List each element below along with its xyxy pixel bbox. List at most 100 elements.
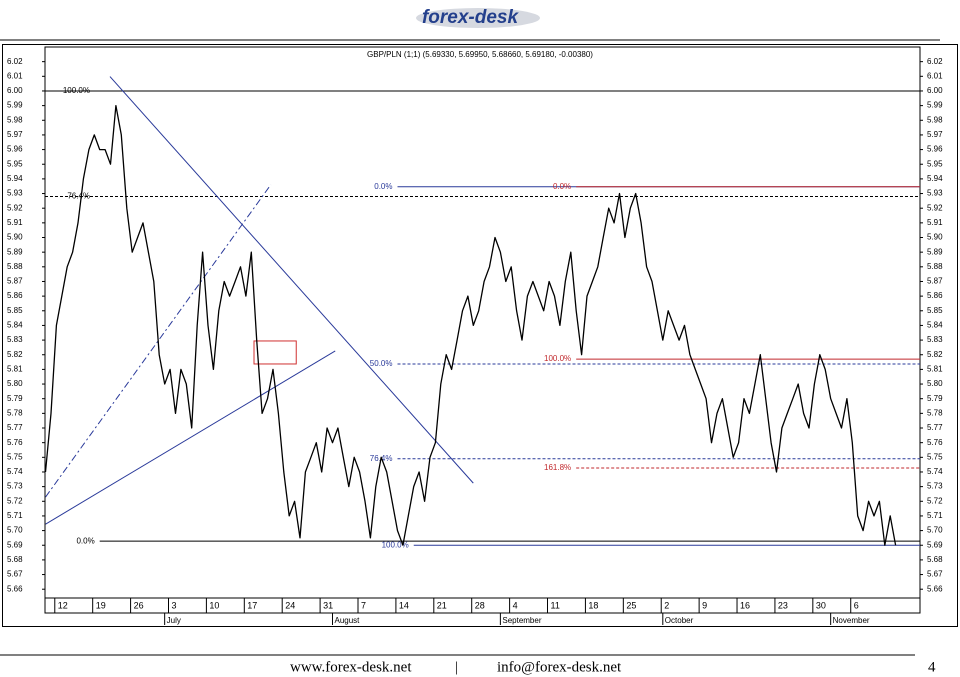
x-tick-label: 3 — [171, 600, 176, 610]
y2-tick-label: 5.99 — [927, 101, 943, 110]
month-label: September — [502, 616, 541, 625]
x-tick-label: 28 — [475, 600, 485, 610]
x-tick-label: 2 — [664, 600, 669, 610]
y2-tick-label: 5.74 — [927, 467, 943, 476]
y-tick-label: 6.02 — [7, 57, 23, 66]
y2-tick-label: 5.78 — [927, 408, 943, 417]
y-tick-label: 5.93 — [7, 189, 23, 198]
fib-label: 0.0% — [553, 182, 571, 191]
y2-tick-label: 5.67 — [927, 570, 943, 579]
y2-tick-label: 5.92 — [927, 203, 943, 212]
y2-tick-label: 5.93 — [927, 189, 943, 198]
y2-tick-label: 5.87 — [927, 277, 943, 286]
y-tick-label: 5.81 — [7, 365, 23, 374]
y-tick-label: 5.99 — [7, 101, 23, 110]
x-tick-label: 24 — [285, 600, 295, 610]
y2-tick-label: 6.02 — [927, 57, 943, 66]
y-tick-label: 5.74 — [7, 467, 23, 476]
y2-tick-label: 5.75 — [927, 452, 943, 461]
y2-tick-label: 5.88 — [927, 262, 943, 271]
y-tick-label: 5.87 — [7, 277, 23, 286]
y-tick-label: 5.89 — [7, 247, 23, 256]
fib-label: 100.0% — [63, 86, 90, 95]
plot-area — [44, 46, 921, 599]
fib-label: 100.0% — [382, 540, 409, 549]
fib-label: 100.0% — [544, 354, 571, 363]
x-tick-label: 9 — [702, 600, 707, 610]
x-tick-label: 10 — [209, 600, 219, 610]
y2-tick-label: 5.70 — [927, 526, 943, 535]
logo-swoosh — [416, 8, 540, 28]
month-label: October — [665, 616, 694, 625]
y-tick-label: 5.75 — [7, 452, 23, 461]
x-tick-label: 6 — [854, 600, 859, 610]
y2-tick-label: 5.69 — [927, 540, 943, 549]
y-tick-label: 5.69 — [7, 540, 23, 549]
y2-tick-label: 5.85 — [927, 306, 943, 315]
footer-email: info@forex-desk.net — [497, 659, 622, 675]
y2-tick-label: 5.97 — [927, 130, 943, 139]
y-tick-label: 5.97 — [7, 130, 23, 139]
x-tick-label: 14 — [399, 600, 409, 610]
fib-label: 0.0% — [76, 536, 94, 545]
x-tick-label: 18 — [588, 600, 598, 610]
x-tick-label: 21 — [437, 600, 447, 610]
y-tick-label: 5.96 — [7, 145, 23, 154]
x-tick-label: 19 — [96, 600, 106, 610]
month-label: July — [167, 616, 181, 625]
highlight-box — [253, 340, 297, 365]
y-tick-label: 5.68 — [7, 555, 23, 564]
y-tick-label: 6.01 — [7, 71, 23, 80]
y2-tick-label: 6.01 — [927, 71, 943, 80]
y-tick-label: 5.84 — [7, 321, 23, 330]
x-tick-label: 7 — [361, 600, 366, 610]
y-tick-label: 5.88 — [7, 262, 23, 271]
y-tick-label: 5.95 — [7, 159, 23, 168]
y2-tick-label: 5.96 — [927, 145, 943, 154]
y2-tick-label: 5.73 — [927, 482, 943, 491]
y-tick-label: 5.94 — [7, 174, 23, 183]
x-axis-strip — [44, 597, 921, 614]
y2-tick-label: 5.79 — [927, 394, 943, 403]
y2-tick-label: 5.71 — [927, 511, 943, 520]
y-tick-label: 5.67 — [7, 570, 23, 579]
fib-label: 161.8% — [544, 463, 571, 472]
y-tick-label: 5.85 — [7, 306, 23, 315]
y2-tick-label: 5.81 — [927, 365, 943, 374]
x-tick-label: 11 — [551, 600, 560, 610]
trendline — [45, 350, 336, 525]
x-tick-label: 23 — [778, 600, 788, 610]
y-tick-label: 5.90 — [7, 233, 23, 242]
logo: forex-desk — [422, 7, 520, 28]
y2-tick-label: 5.66 — [927, 584, 943, 593]
fib-label: 50.0% — [370, 359, 393, 368]
y2-tick-label: 5.76 — [927, 438, 943, 447]
y-tick-label: 5.77 — [7, 423, 23, 432]
fib-label: 76.4% — [67, 192, 90, 201]
y-tick-label: 5.76 — [7, 438, 23, 447]
y2-tick-label: 5.82 — [927, 350, 943, 359]
y-tick-label: 5.78 — [7, 408, 23, 417]
y-tick-label: 5.80 — [7, 379, 23, 388]
y2-tick-label: 5.98 — [927, 115, 943, 124]
month-label: November — [833, 616, 870, 625]
page-number: 4 — [928, 659, 936, 675]
x-tick-label: 25 — [626, 600, 636, 610]
x-tick-label: 12 — [58, 600, 68, 610]
y-tick-label: 5.92 — [7, 203, 23, 212]
y2-tick-label: 5.90 — [927, 233, 943, 242]
y-tick-label: 5.79 — [7, 394, 23, 403]
y-tick-label: 5.72 — [7, 496, 23, 505]
y2-tick-label: 5.94 — [927, 174, 943, 183]
y2-tick-label: 5.86 — [927, 291, 943, 300]
x-tick-label: 17 — [247, 600, 257, 610]
chart-title: GBP/PLN (1;1) (5.69330, 5.69950, 5.68660… — [367, 50, 593, 59]
x-tick-label: 4 — [513, 600, 518, 610]
footer-separator: | — [455, 659, 458, 675]
y-tick-label: 6.00 — [7, 86, 23, 95]
x-tick-label: 16 — [740, 600, 750, 610]
y2-tick-label: 5.72 — [927, 496, 943, 505]
y-tick-label: 5.86 — [7, 291, 23, 300]
footer-site: www.forex-desk.net — [290, 659, 412, 675]
